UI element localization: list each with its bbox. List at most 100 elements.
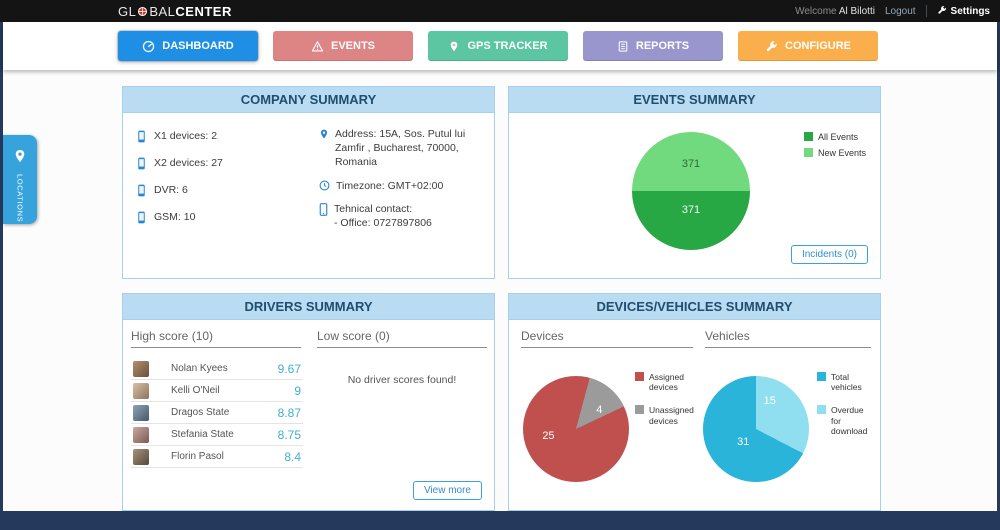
timezone-label: Timezone: [336,179,385,192]
legend-label: New Events [817,148,866,158]
devices-vehicles-body: Devices Vehicles 25 4 Assigned devices U… [509,320,880,510]
locations-side-tab[interactable]: LOCATIONS [3,135,37,224]
settings-link[interactable]: Settings [937,5,990,18]
device-icon [137,184,146,197]
company-summary-body: X1 devices: 2 X2 devices: 27 DVR: 6 GSM:… [123,113,494,278]
device-icon [137,211,146,224]
pie-value-label: 371 [681,157,701,170]
tab-label: DASHBOARD [162,40,234,52]
settings-label: Settings [950,5,990,17]
driver-score: 9.67 [277,361,301,376]
events-summary-panel: EVENTS SUMMARY 371 371 All Events New Ev… [508,86,881,279]
contact-row: Tehnical contact: - Office: 0727897806 [319,202,487,230]
driver-name: Kelli O'Neil [171,385,220,396]
high-score-list: Nolan Kyees 9.67 Kelli O'Neil 9 Dragos S… [131,358,303,468]
contact-value: - Office: 0727897806 [334,216,432,229]
driver-row[interactable]: Florin Pasol 8.4 [131,446,303,468]
legend-label: Unassigned devices [649,405,694,426]
tab-gps-tracker[interactable]: GPS TRACKER [428,31,568,61]
driver-row[interactable]: Nolan Kyees 9.67 [131,358,303,380]
driver-name: Dragos State [171,407,230,418]
device-count-value: 2 [211,130,218,142]
panel-title: DRIVERS SUMMARY [123,294,494,320]
view-more-button[interactable]: View more [412,481,482,500]
legend-label: Overdue for download [831,405,868,436]
tab-configure[interactable]: CONFIGURE [738,31,878,61]
device-count-label: X2 devices: [154,157,209,169]
incidents-button[interactable]: Incidents (0) [790,245,868,264]
low-score-header: Low score (0) [317,329,487,348]
dashboard-content: COMPANY SUMMARY X1 devices: 2 X2 devices… [3,70,997,511]
high-score-header: High score (10) [131,329,301,348]
panel-title: COMPANY SUMMARY [123,87,494,113]
panel-title: EVENTS SUMMARY [509,87,880,113]
driver-name: Florin Pasol [171,451,224,462]
legend-item: All Events [803,132,866,142]
legend-item: Overdue for download [817,405,875,436]
topbar-divider [925,5,927,17]
driver-avatar [133,360,149,377]
events-summary-body: 371 371 All Events New Events Incidents … [509,113,880,278]
driver-avatar [133,382,149,399]
driver-row[interactable]: Kelli O'Neil 9 [131,380,303,402]
logout-link[interactable]: Logout [884,5,916,17]
tab-reports[interactable]: REPORTS [583,31,723,61]
address-row: Address: 15A, Sos. Putul lui Zamfir , Bu… [319,127,487,170]
events-pie-chart: 371 371 [632,132,750,250]
device-count-row: GSM: 10 [137,210,223,224]
locations-label: LOCATIONS [15,174,25,223]
device-icon [137,130,146,143]
legend-label: Total vehicles [831,372,862,393]
vehicles-pie-chart: 31 15 [703,376,809,482]
legend-label: Assigned devices [649,372,684,393]
topbar: GL BAL CENTER Welcome Al Bilotti Logout … [0,0,1000,22]
device-icon [137,157,146,170]
panel-title: DEVICES/VEHICLES SUMMARY [509,294,880,320]
devices-pie-chart: 25 4 [523,376,629,482]
driver-score: 8.75 [277,427,301,442]
tab-label: REPORTS [635,40,690,52]
driver-avatar [133,404,149,421]
legend-swatch [803,132,813,141]
timezone-row: Timezone: GMT+02:00 [319,179,487,193]
brand-logo: GL BAL CENTER [118,4,232,19]
globe-icon [137,6,148,17]
vehicles-legend: Total vehicles Overdue for download [817,372,875,436]
driver-name: Stefania State [171,429,234,440]
device-count-label: DVR: [154,184,180,196]
devices-legend: Assigned devices Unassigned devices [635,372,694,426]
user-name: Al Bilotti [838,5,875,17]
tab-dashboard[interactable]: DASHBOARD [118,31,258,61]
tab-events[interactable]: EVENTS [273,31,413,61]
driver-score: 8.87 [277,405,301,420]
devices-vehicles-summary-panel: DEVICES/VEHICLES SUMMARY Devices Vehicle… [508,293,881,511]
low-score-empty-text: No driver scores found! [347,374,457,386]
driver-row[interactable]: Stefania State 8.75 [131,424,303,446]
device-count-row: DVR: 6 [137,183,223,197]
vehicles-header: Vehicles [705,329,871,348]
timezone-value: GMT+02:00 [387,179,444,192]
contact-label: Tehnical contact: [334,202,413,215]
driver-name: Nolan Kyees [171,363,228,374]
brand-part1: GL [118,3,137,19]
legend-swatch [817,405,826,415]
device-count-value: 6 [182,184,188,196]
device-count-value: 27 [211,157,223,169]
driver-score: 8.4 [284,449,301,464]
map-pin-icon [319,128,329,140]
legend-item: Assigned devices [635,372,693,392]
legend-swatch [817,372,826,381]
map-pin-icon [448,40,460,53]
device-count-row: X2 devices: 27 [137,156,223,170]
company-summary-panel: COMPANY SUMMARY X1 devices: 2 X2 devices… [122,86,495,279]
legend-item: New Events [803,148,866,158]
driver-avatar [133,448,149,465]
location-pin-icon [13,148,27,169]
pie-value-label: 15 [763,395,776,408]
driver-row[interactable]: Dragos State 8.87 [131,402,303,424]
brand-part3: CENTER [175,3,232,19]
phone-icon [319,202,328,216]
company-info-list: Address: 15A, Sos. Putul lui Zamfir , Bu… [319,127,487,230]
legend-item: Total vehicles [817,372,875,392]
